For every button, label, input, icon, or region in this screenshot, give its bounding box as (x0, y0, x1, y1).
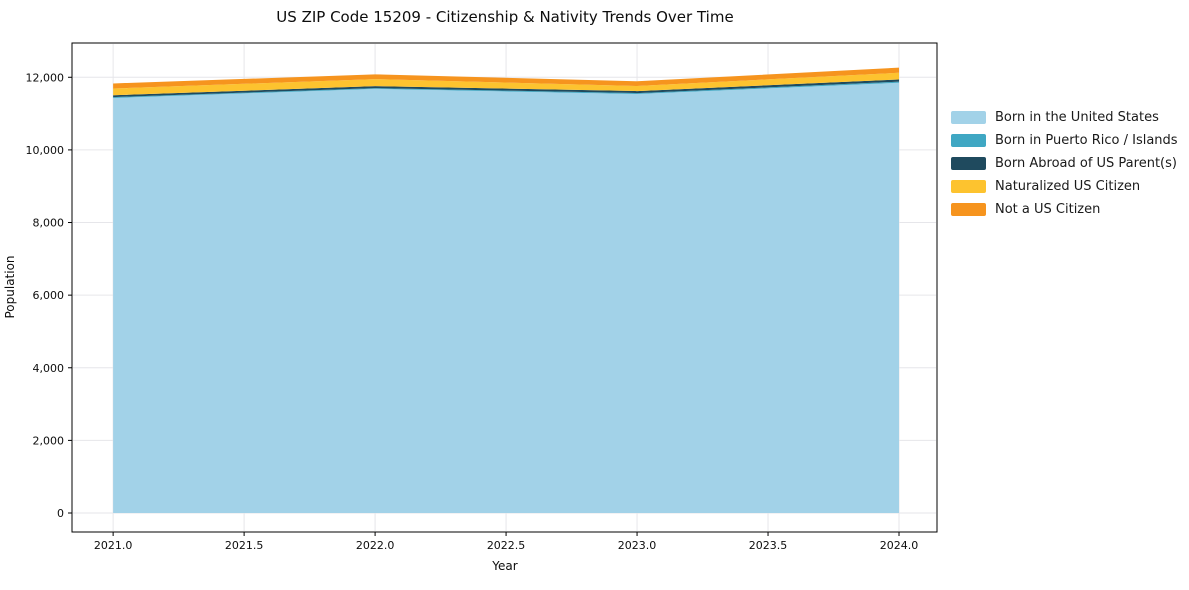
y-tick-label: 4,000 (33, 362, 65, 375)
x-tick-label: 2024.0 (880, 539, 919, 552)
x-axis-tick-labels: 2021.0 2021.5 2022.0 2022.5 2023.0 2023.5 2024… (94, 539, 918, 552)
legend-swatch-icon (951, 111, 986, 124)
legend-item: Naturalized US Citizen (951, 175, 1178, 198)
y-tick-label: 6,000 (33, 289, 65, 302)
x-tick-label: 2021.5 (225, 539, 264, 552)
area-series-3 (113, 72, 900, 96)
area-series-4 (113, 67, 900, 89)
legend-item: Born in Puerto Rico / Islands (951, 129, 1178, 152)
legend-label: Born Abroad of US Parent(s) (995, 156, 1177, 171)
plot-frame (71, 42, 938, 533)
legend-label: Born in Puerto Rico / Islands (995, 133, 1178, 148)
x-tick-label: 2022.0 (356, 539, 395, 552)
y-axis-label: Population (3, 255, 17, 318)
legend-label: Naturalized US Citizen (995, 179, 1141, 194)
legend-swatch-icon (951, 157, 986, 170)
legend-label: Born in the United States (995, 110, 1159, 125)
y-tick-label: 12,000 (26, 71, 65, 84)
x-tick-label: 2023.5 (749, 539, 788, 552)
stacked-areas (113, 67, 900, 514)
legend-label: Not a US Citizen (995, 202, 1101, 217)
legend-item: Born in the United States (951, 106, 1178, 129)
chart-title: US ZIP Code 15209 - Citizenship & Nativi… (276, 8, 733, 26)
y-axis-ticks (68, 76, 72, 514)
legend-item: Born Abroad of US Parent(s) (951, 152, 1178, 175)
x-axis-label: Year (491, 559, 517, 573)
legend-swatch-icon (951, 180, 986, 193)
area-series-2 (113, 79, 900, 98)
y-tick-label: 10,000 (26, 144, 65, 157)
x-tick-label: 2021.0 (94, 539, 133, 552)
y-axis-tick-labels: 0 2,000 4,000 6,000 8,000 10,000 12,000 (26, 71, 65, 520)
area-series-0 (113, 82, 900, 514)
legend: Born in the United States Born in Puerto … (951, 106, 1178, 221)
legend-swatch-icon (951, 203, 986, 216)
x-axis-ticks (112, 532, 900, 536)
x-tick-label: 2022.5 (487, 539, 526, 552)
legend-item: Not a US Citizen (951, 198, 1178, 221)
y-tick-label: 0 (57, 507, 64, 520)
x-tick-label: 2023.0 (618, 539, 657, 552)
y-tick-label: 2,000 (33, 434, 65, 447)
y-tick-label: 8,000 (33, 217, 65, 230)
legend-swatch-icon (951, 134, 986, 147)
